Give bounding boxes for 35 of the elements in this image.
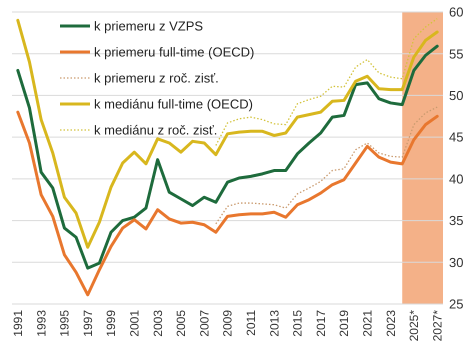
x-tick-label: 2013	[267, 310, 282, 337]
x-tick-label: 1993	[34, 310, 48, 337]
y-tick-label: 35	[449, 213, 464, 228]
x-tick-label: 2027*	[430, 310, 444, 342]
x-tick-label: 1991	[11, 310, 26, 337]
line-series	[16, 44, 439, 270]
line-series	[16, 18, 439, 249]
x-tick-label: 2003	[150, 310, 165, 337]
x-tick-label: 2007	[197, 310, 212, 337]
y-tick-label: 45	[449, 130, 464, 145]
x-tick-label: 2015	[290, 310, 305, 337]
x-tick-label: 1999	[104, 310, 118, 337]
legend-label: k priemeru z VZPS	[94, 18, 204, 34]
y-tick-label: 25	[449, 296, 464, 312]
y-tick-label: 40	[449, 171, 464, 186]
y-tick-label: 55	[449, 46, 464, 62]
x-tick-label: 2021	[360, 310, 374, 337]
x-tick-label: 1995	[58, 310, 72, 337]
x-tick-label: 1997	[80, 310, 95, 337]
y-tick-label: 30	[449, 254, 464, 270]
x-tick-label: 2017	[314, 310, 328, 337]
x-tick-label: 2019	[337, 310, 352, 337]
x-tick-label: 2009	[220, 310, 235, 337]
legend-label: k mediánu z roč. zisť.	[94, 122, 218, 138]
line-series	[16, 110, 439, 296]
x-tick-label: 2011	[244, 310, 258, 336]
y-tick-label: 60	[449, 4, 464, 20]
y-tick-label: 50	[449, 88, 464, 103]
legend-label: k mediánu full-time (OECD)	[94, 96, 253, 112]
x-tick-label: 2025*	[407, 310, 422, 342]
x-tick-label: 2023	[384, 310, 398, 337]
x-tick-label: 2005	[174, 310, 188, 337]
legend-label: k priemeru full-time (OECD)	[94, 44, 254, 60]
legend-label: k priemeru z roč. zisť.	[94, 70, 219, 86]
x-tick-label: 2001	[128, 310, 142, 337]
